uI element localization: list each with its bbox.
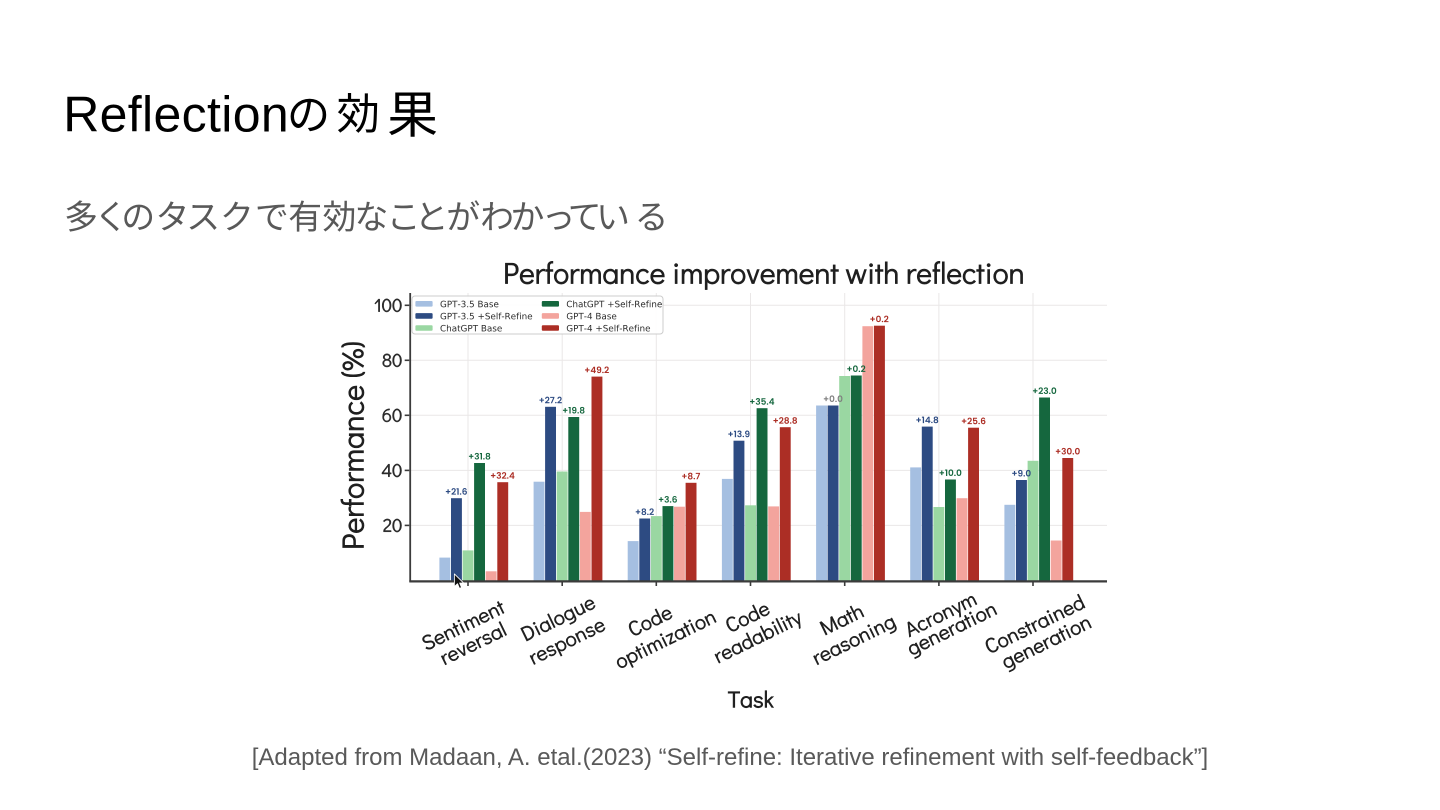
svg-text:Reflection: Reflection bbox=[63, 87, 289, 143]
svg-text:[Adapted from Madaan, A. etal.: [Adapted from Madaan, A. etal.(2023) “Se… bbox=[252, 744, 1208, 771]
